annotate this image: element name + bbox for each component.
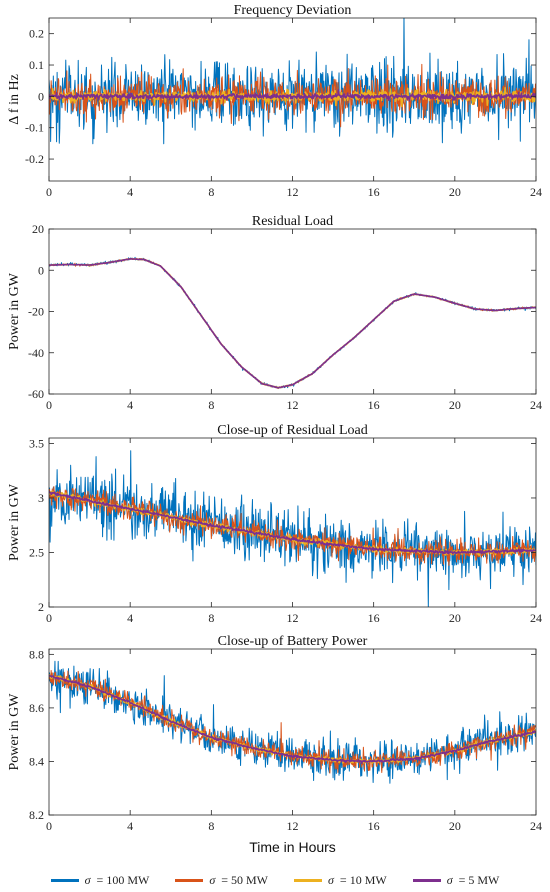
series-group [49,18,536,145]
legend-swatch-100mw [50,878,79,882]
y-tick-label: -60 [28,387,44,401]
legend-sigma: σ [84,872,91,887]
chart-panel-2: 0 4 8 12 16 20 24 2 2.5 3 3.5 Close-up of Residual … [7,423,542,625]
legend-sigma: σ [328,872,334,887]
series-line-2 [49,257,536,389]
x-tick-label: 8 [208,819,214,833]
x-tick-label: 0 [46,398,52,412]
x-tick-label: 20 [449,611,461,625]
y-tick-label: -20 [28,305,44,319]
chart-panel-3: 0 4 8 12 16 20 24 8.2 8.4 8.6 8.8 Close-up of Batte… [7,634,542,855]
series-line-0 [49,18,536,145]
x-tick-label: 12 [287,398,299,412]
series-line-3 [49,89,536,102]
legend-item-10mw: σ = 10 MW [294,873,387,888]
y-axis-label: Power in GW [7,483,22,561]
legend-label-50mw: = 50 MW [221,872,268,887]
x-tick-label: 12 [287,611,299,625]
x-tick-label: 0 [46,185,52,199]
x-tick-label: 12 [287,185,299,199]
y-tick-label: 20 [32,222,44,236]
legend-label-5mw: = 5 MW [458,872,500,887]
legend-item-5mw: σ = 5 MW [412,872,500,888]
x-tick-label: 24 [530,398,542,412]
x-tick-label: 4 [127,819,133,833]
legend-sigma: σ [446,872,453,887]
x-tick-label: 4 [127,398,133,412]
x-tick-label: 16 [368,398,380,412]
legend-swatch-10mw [294,878,322,882]
legend-label-100mw: = 100 MW [96,872,150,887]
y-tick-label: 0 [38,263,44,277]
series-group [49,256,536,389]
legend-swatch-50mw [175,878,204,882]
y-tick-label: 8.8 [29,647,44,661]
chart-panel-1: 0 4 8 12 16 20 24 -60 -40 -20 0 20 Residual Load Powe… [7,214,542,412]
series-line-3 [49,257,536,389]
x-tick-label: 8 [208,398,214,412]
y-tick-label: 3.5 [29,436,44,450]
x-tick-label: 4 [127,185,133,199]
legend-label-10mw: = 10 MW [339,872,387,887]
x-tick-label: 4 [127,611,133,625]
chart-title: Close-up of Battery Power [218,634,368,649]
legend: σ = 100 MW σ = 50 MW σ = 10 MW σ = 5 MW [0,870,550,890]
x-axis-label: Time in Hours [249,839,336,855]
series-line-0 [49,450,536,607]
y-tick-label: 0.1 [29,58,44,72]
chart-title: Close-up of Residual Load [217,423,367,438]
x-tick-label: 24 [530,611,542,625]
y-tick-label: 2 [38,600,44,614]
x-tick-label: 12 [287,819,299,833]
y-tick-label: -40 [28,346,44,360]
x-tick-label: 8 [208,185,214,199]
x-tick-label: 16 [368,185,380,199]
x-tick-label: 24 [530,185,542,199]
y-tick-label: 8.2 [29,808,44,822]
x-tick-label: 16 [368,819,380,833]
x-tick-label: 20 [449,398,461,412]
y-tick-label: 3 [38,491,44,505]
legend-swatch-5mw [412,878,441,882]
y-tick-label: 8.6 [29,701,44,715]
series-line-1 [49,257,536,389]
series-line-3 [49,491,536,555]
x-tick-label: 0 [46,819,52,833]
y-axis-label: Δ f in Hz [7,74,22,125]
series-line-0 [49,256,536,389]
legend-item-50mw: σ = 50 MW [175,873,268,888]
series-group [49,450,536,607]
x-tick-label: 0 [46,611,52,625]
legend-item-100mw: σ = 100 MW [50,872,150,888]
y-tick-label: -0.2 [25,152,44,166]
chart-title: Residual Load [252,214,333,229]
y-axis-label: Power in GW [7,693,22,771]
x-tick-label: 24 [530,819,542,833]
x-tick-label: 8 [208,611,214,625]
x-tick-label: 16 [368,611,380,625]
legend-sigma: σ [209,872,216,887]
x-tick-label: 20 [449,185,461,199]
series-line-3 [49,674,536,765]
y-tick-label: -0.1 [25,121,44,135]
x-tick-label: 20 [449,819,461,833]
chart-title: Frequency Deviation [234,3,352,18]
y-tick-label: 2.5 [29,545,44,559]
axes-frame [48,228,537,395]
y-axis-label: Power in GW [7,272,22,350]
series-line-0 [49,660,536,784]
series-group [49,660,536,784]
y-tick-label: 0 [38,89,44,103]
y-tick-label: 0.2 [29,27,44,41]
chart-panel-0: 0 4 8 12 16 20 24 -0.2 -0.1 0 0.1 0.2 Frequency Devi… [7,3,542,199]
y-tick-label: 8.4 [29,754,44,768]
